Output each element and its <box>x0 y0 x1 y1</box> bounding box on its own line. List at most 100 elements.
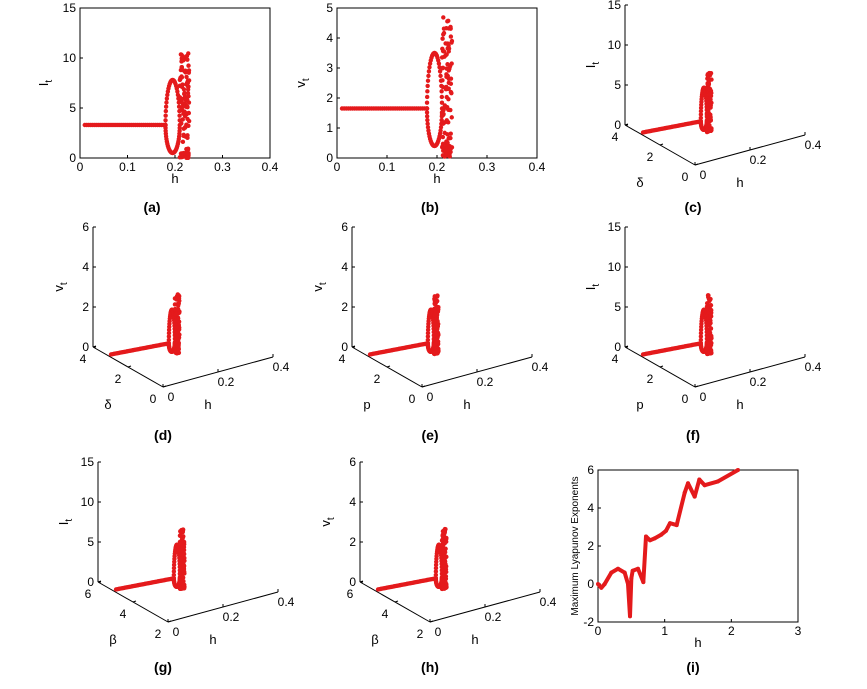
chaos-point <box>184 74 189 80</box>
lyapunov-point <box>716 479 720 484</box>
lyapunov-point <box>596 582 600 586</box>
bifurcation-point <box>433 562 439 568</box>
lyapunov-line <box>596 468 739 619</box>
z-tick-label: 2 <box>349 535 356 549</box>
z-axis-label: It <box>583 62 602 69</box>
lyapunov-point <box>616 566 620 571</box>
bifurcation-point <box>425 330 431 336</box>
svg-text:vt: vt <box>310 282 329 292</box>
h-tick-label: 0.2 <box>485 610 502 624</box>
x-tick-label: 0.3 <box>214 160 231 174</box>
x-tick-label: 0 <box>77 160 84 174</box>
chaos-point <box>181 111 186 116</box>
chaos-point <box>440 121 446 126</box>
chaos-point <box>179 572 184 578</box>
bifurcation-point <box>698 341 704 346</box>
lyapunov-point <box>629 576 634 581</box>
panel-caption: (a) <box>143 199 160 215</box>
chaos-point <box>704 304 710 309</box>
chaos-point <box>434 316 439 321</box>
chaos-point <box>446 80 452 85</box>
lyapunov-point <box>641 580 646 585</box>
chaos-point <box>181 563 186 568</box>
h-tick-label: 0.4 <box>273 360 290 374</box>
chaos-point <box>181 87 187 92</box>
chaos-point <box>180 100 185 106</box>
h-tick-label: 0 <box>173 625 180 639</box>
lyapunov-point <box>692 494 697 499</box>
h-axis-label: h <box>471 632 478 647</box>
chaos-point <box>185 155 191 161</box>
chaos-point <box>707 91 713 97</box>
chaos-point <box>185 105 190 110</box>
panel-g: (g) 0 5 10 15 0 0.2 0.4 6 4 2 h β <box>81 455 295 675</box>
param-tick <box>386 365 391 368</box>
chaos-point <box>179 105 185 110</box>
chaos-point <box>185 151 190 156</box>
lyapunov-point <box>628 614 632 619</box>
bifurcation-point <box>425 337 431 343</box>
svg-text:It: It <box>36 80 55 87</box>
svg-text:vt: vt <box>51 282 70 292</box>
bifurcation-point <box>171 565 177 571</box>
bifurcation-point <box>166 337 172 343</box>
chaos-point <box>173 317 179 322</box>
chaos-point <box>441 30 447 36</box>
chaos-point <box>440 78 445 83</box>
x-tick-label: 0 <box>334 160 341 174</box>
lyapunov-point <box>622 570 627 575</box>
z-tick-label: 2 <box>82 300 89 314</box>
param-tick <box>162 385 167 388</box>
chaos-point <box>439 538 445 543</box>
chaos-point <box>707 87 712 92</box>
chaos-point <box>446 96 451 102</box>
param-tick <box>659 143 664 146</box>
z-tick-label: 0 <box>614 118 621 132</box>
x-axis-label: h <box>171 171 178 186</box>
chaos-point <box>443 576 449 582</box>
x-axis-label: h <box>694 635 701 650</box>
chaos-point <box>446 136 451 141</box>
chaos-point <box>704 301 710 306</box>
bifurcation-point <box>166 334 172 339</box>
param-tick-label: 0 <box>409 392 416 406</box>
bifurcation-point <box>425 83 430 89</box>
chaos-point <box>175 303 181 308</box>
chaos-point <box>184 122 189 127</box>
chaos-point <box>445 140 450 146</box>
chaos-point <box>184 53 190 59</box>
chaos-point <box>448 107 453 113</box>
chaos-point <box>705 75 711 81</box>
h-tick-label: 0.2 <box>223 610 240 624</box>
param-tick-label: 2 <box>647 150 654 164</box>
bifurcation-point <box>175 89 180 94</box>
chaos-point <box>704 128 710 133</box>
z-tick-label: 2 <box>341 300 348 314</box>
chaos-point <box>443 584 448 589</box>
lyapunov-point <box>664 528 668 533</box>
x-tick-label: 0.1 <box>119 160 136 174</box>
bifurcation-point <box>166 330 172 336</box>
param-tick-label: 4 <box>612 130 619 144</box>
h-tick-label: 0 <box>700 168 707 182</box>
bifurcation-point <box>425 334 431 339</box>
x-tick-label: 0.2 <box>167 160 184 174</box>
param-tick <box>351 345 356 348</box>
bifurcation-point <box>164 100 169 105</box>
lyapunov-point <box>626 582 630 586</box>
param-tick-label: 2 <box>155 627 162 641</box>
y-tick-label: 0 <box>326 151 333 165</box>
chaos-point <box>449 115 454 120</box>
chaos-point <box>707 350 712 356</box>
chaos-point <box>708 117 713 122</box>
param-axis-label: p <box>363 397 370 412</box>
chaos-point <box>706 106 711 112</box>
bifurcation-point <box>438 125 444 130</box>
lyapunov-point <box>682 490 687 495</box>
bifurcation-point <box>424 94 430 100</box>
lyapunov-point <box>602 582 607 586</box>
lyapunov-point <box>636 566 640 571</box>
h-tick-label: 0 <box>700 390 707 404</box>
chaos-point <box>185 57 190 62</box>
panel-caption: (i) <box>686 659 699 675</box>
